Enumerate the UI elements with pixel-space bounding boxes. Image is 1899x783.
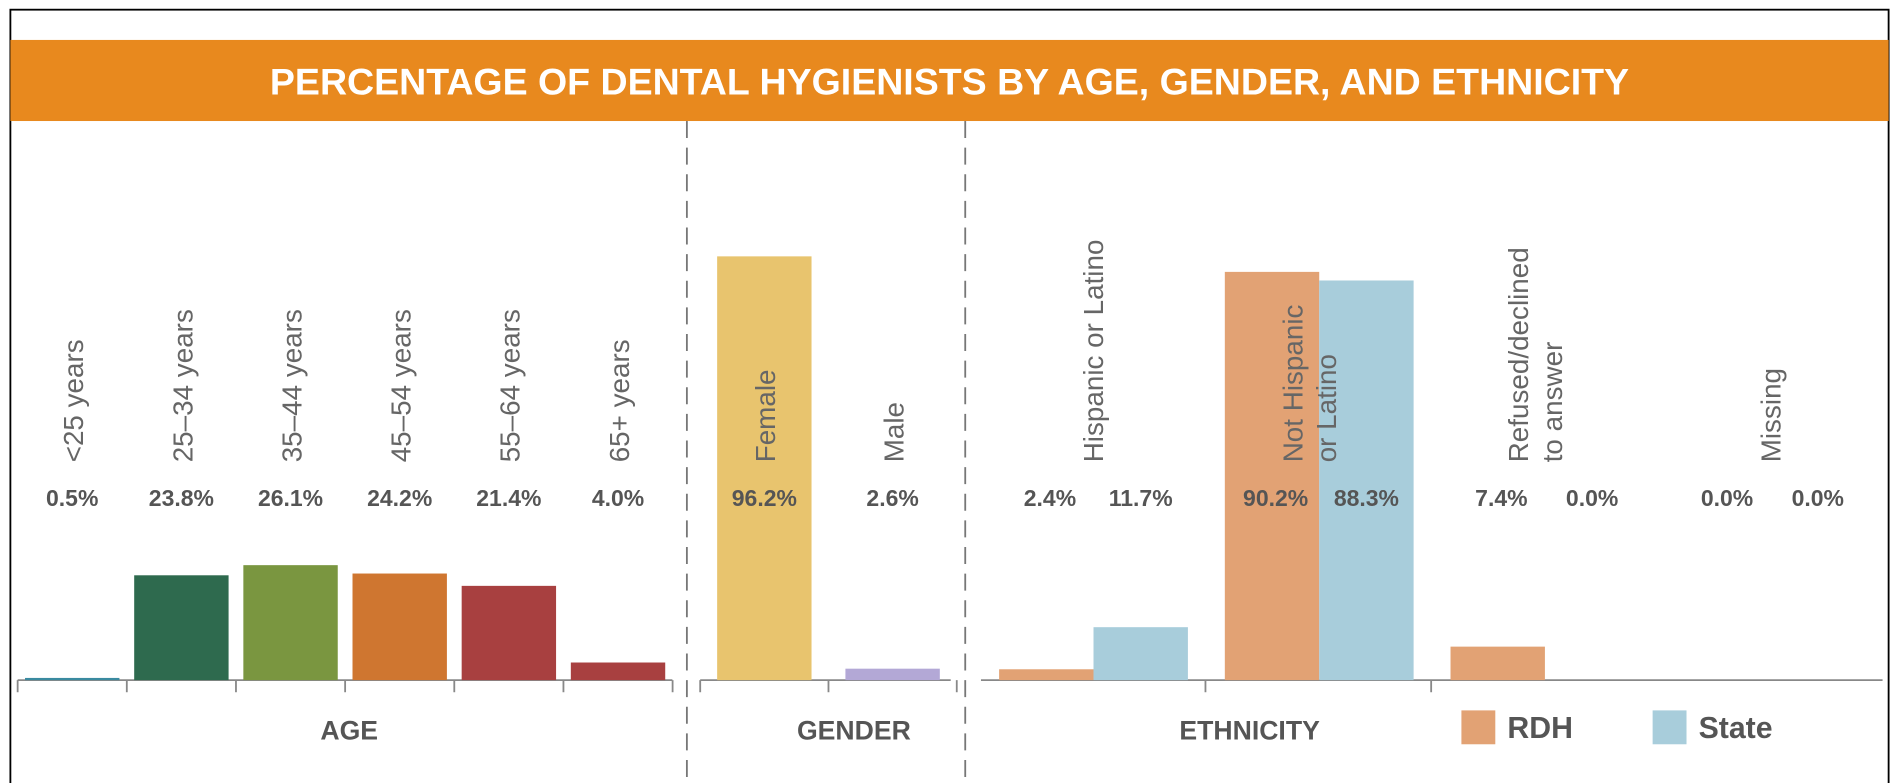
value-label: 88.3% <box>1334 485 1399 511</box>
value-label: 21.4% <box>476 485 541 511</box>
value-label: 4.0% <box>592 485 644 511</box>
legend-label: State <box>1699 712 1773 745</box>
category-label: Hispanic or Latino <box>1078 240 1109 463</box>
axis-label: ETHNICITY <box>1179 715 1320 745</box>
axis-label: AGE <box>320 715 378 745</box>
bar <box>352 573 447 681</box>
category-label: Missing <box>1755 368 1786 462</box>
category-label: 45–54 years <box>386 309 417 462</box>
category-label: Refused/declined <box>1503 247 1534 462</box>
value-label: 0.5% <box>46 485 98 511</box>
bar <box>845 668 940 681</box>
legend-swatch <box>1652 710 1687 745</box>
category-label: to answer <box>1537 342 1568 463</box>
bar <box>1450 646 1545 681</box>
bar <box>999 669 1094 681</box>
value-label: 23.8% <box>149 485 214 511</box>
axis-label: GENDER <box>797 715 911 745</box>
category-label: 25–34 years <box>167 309 198 462</box>
value-label: 2.4% <box>1024 485 1076 511</box>
bar <box>1224 271 1320 681</box>
value-label: 0.0% <box>1792 485 1844 511</box>
value-label: 0.0% <box>1701 485 1753 511</box>
category-label: Not Hispanic <box>1277 304 1308 462</box>
category-label: 65+ years <box>604 339 635 462</box>
bar <box>570 662 666 681</box>
chart-title: PERCENTAGE OF DENTAL HYGIENISTS BY AGE, … <box>270 61 1629 103</box>
frame <box>9 8 1890 783</box>
category-label: or Latino <box>1311 354 1342 462</box>
value-label: 90.2% <box>1243 485 1308 511</box>
title-banner <box>10 39 1889 122</box>
bar <box>25 677 120 681</box>
legend-swatch <box>1461 710 1496 745</box>
bar <box>717 256 812 681</box>
value-label: 96.2% <box>732 485 797 511</box>
category-label: <25 years <box>58 339 89 462</box>
value-label: 26.1% <box>258 485 323 511</box>
value-label: 0.0% <box>1566 485 1618 511</box>
bar <box>1093 627 1188 681</box>
value-label: 2.6% <box>866 485 918 511</box>
value-label: 7.4% <box>1475 485 1527 511</box>
bar <box>1319 280 1414 681</box>
value-label: 11.7% <box>1109 485 1173 511</box>
category-label: 35–44 years <box>276 309 307 462</box>
legend-label: RDH <box>1507 712 1573 745</box>
category-label: 55–64 years <box>495 309 526 462</box>
category-label: Male <box>879 402 910 462</box>
bar <box>243 565 338 681</box>
category-label: Female <box>750 369 781 462</box>
bar <box>461 585 557 681</box>
bar <box>134 575 229 681</box>
value-label: 24.2% <box>367 485 432 511</box>
